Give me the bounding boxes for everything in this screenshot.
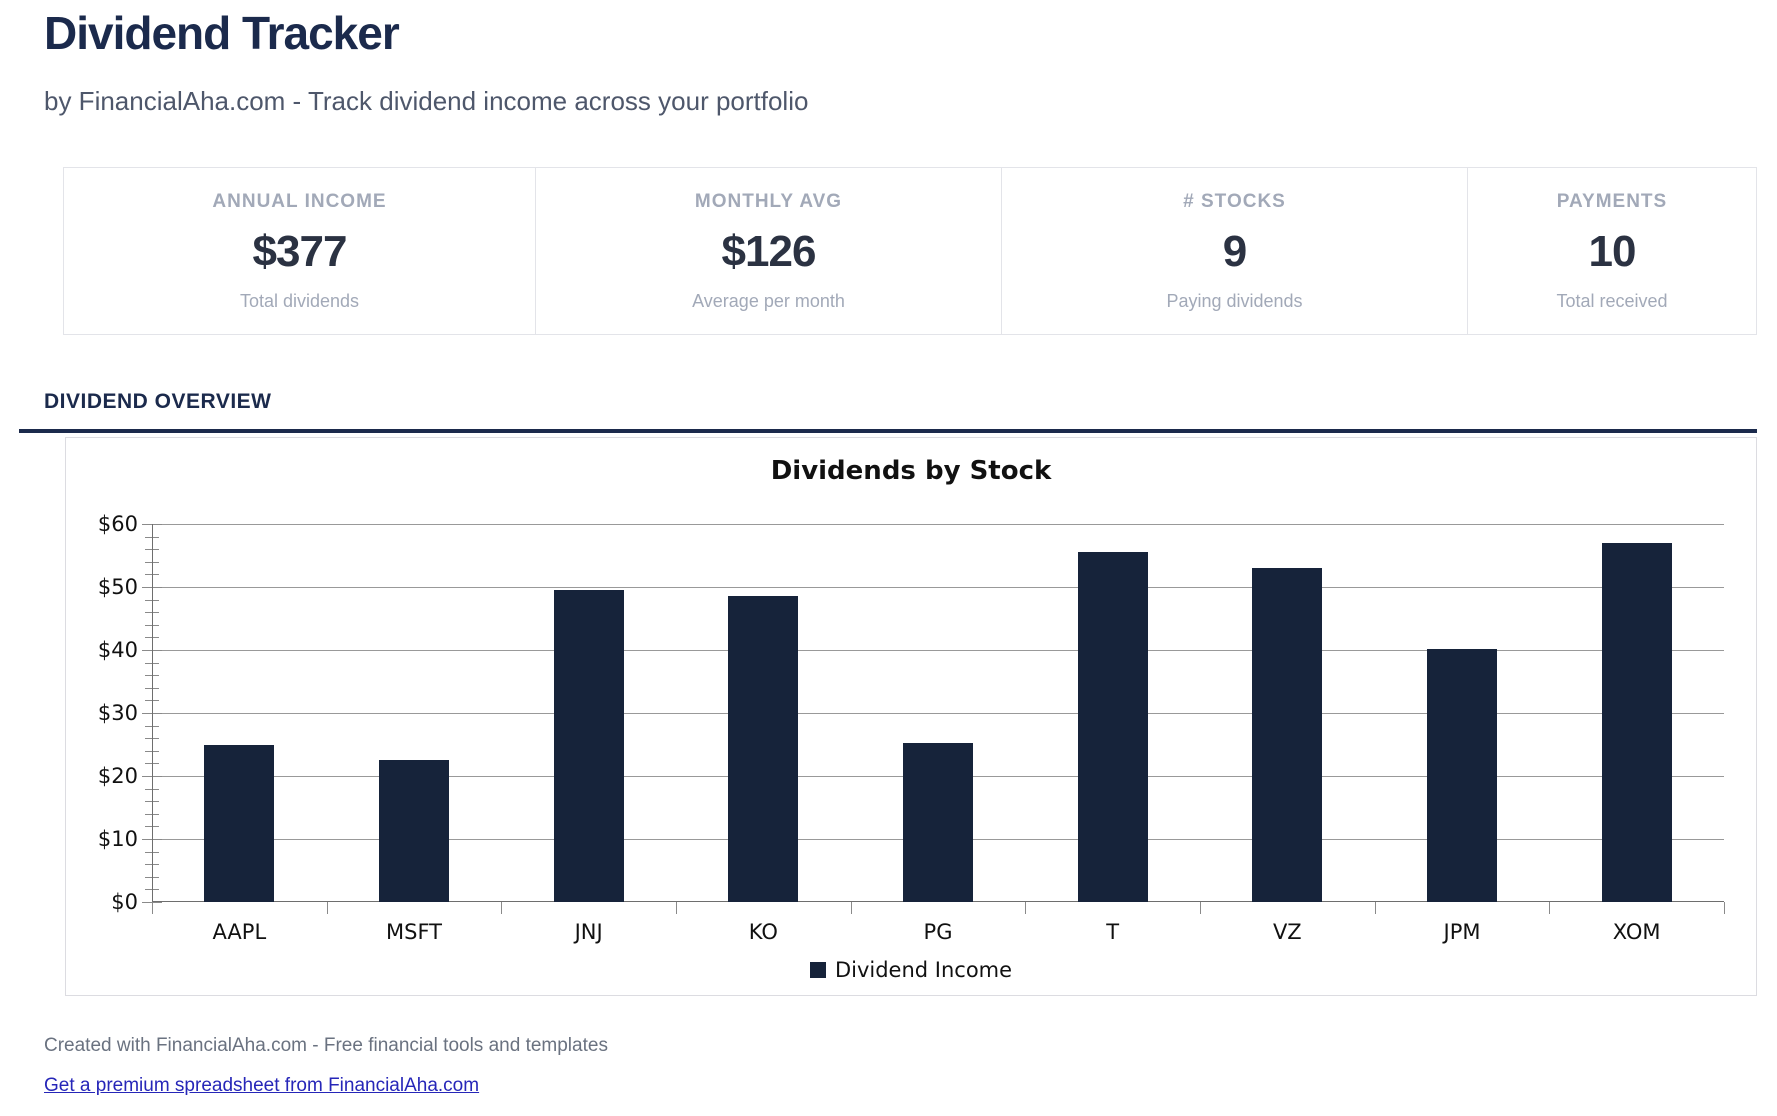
gridline <box>152 587 1724 588</box>
stat-value: 10 <box>1588 226 1637 276</box>
chart-legend: Dividend Income <box>66 958 1756 982</box>
stat-label: # STOCKS <box>1183 190 1286 212</box>
x-axis-tick <box>1724 902 1725 914</box>
bar-T <box>1077 552 1148 902</box>
y-axis-tick-label: $0 <box>111 889 138 914</box>
bar-VZ <box>1252 568 1323 902</box>
stat-subtext: Total received <box>1556 290 1668 311</box>
legend-label: Dividend Income <box>834 958 1013 982</box>
stat-card-monthly-avg: MONTHLY AVG $126 Average per month <box>535 168 1001 334</box>
x-axis-tick <box>1025 902 1027 914</box>
y-axis-tick-label: $20 <box>97 763 138 788</box>
x-axis-category-label: JNJ <box>574 920 603 944</box>
premium-spreadsheet-link[interactable]: Get a premium spreadsheet from Financial… <box>44 1075 480 1096</box>
stat-label: MONTHLY AVG <box>694 190 843 212</box>
bar-PG <box>903 743 973 902</box>
y-axis-tick-label: $50 <box>97 574 138 599</box>
stats-summary-row: ANNUAL INCOME $377 Total dividends MONTH… <box>63 167 1757 335</box>
bar-MSFT <box>379 760 449 902</box>
x-axis-tick <box>326 902 328 914</box>
x-axis-category-label: MSFT <box>386 920 442 944</box>
bar-AAPL <box>204 744 275 902</box>
y-axis-tick-label: $10 <box>97 826 138 851</box>
stat-value: 9 <box>1222 226 1248 276</box>
stat-card-payments: PAYMENTS 10 Total received <box>1467 168 1756 334</box>
x-axis-tick <box>152 902 153 914</box>
x-axis-tick <box>501 902 503 914</box>
stat-value: $377 <box>252 226 348 276</box>
page-subtitle: by FinancialAha.com - Track dividend inc… <box>44 86 809 116</box>
stat-card-num-stocks: # STOCKS 9 Paying dividends <box>1001 168 1467 334</box>
x-axis-tick <box>1374 902 1376 914</box>
section-underline <box>19 429 1757 433</box>
x-axis-category-label: JPM <box>1443 920 1481 944</box>
bar-XOM <box>1601 542 1672 902</box>
stat-value: $126 <box>721 226 817 276</box>
stat-label: PAYMENTS <box>1556 190 1668 212</box>
stat-subtext: Total dividends <box>239 290 360 311</box>
x-axis-category-label: PG <box>923 920 953 944</box>
bar-JNJ <box>553 590 624 902</box>
y-axis-tick-label: $40 <box>97 637 138 662</box>
dividend-chart: Dividends by Stock $0 $10 $20 $30 $40 $50 $60 A… <box>65 437 1757 996</box>
x-axis-category-label: KO <box>748 920 778 944</box>
stat-subtext: Paying dividends <box>1166 290 1303 311</box>
section-title-dividend-overview: DIVIDEND OVERVIEW <box>44 390 272 413</box>
x-axis-tick <box>1549 902 1551 914</box>
plot-area: $0 $10 $20 $30 $40 $50 $60 AAPL MSFT JNJ KO PG T VZ JP… <box>98 513 1725 944</box>
x-axis-tick <box>1200 902 1201 914</box>
x-axis-category-label: T <box>1106 920 1120 944</box>
chart-title: Dividends by Stock <box>770 456 1052 486</box>
bar-KO <box>728 596 799 902</box>
y-axis-tick-label: $30 <box>97 700 138 725</box>
stat-label: ANNUAL INCOME <box>212 190 387 212</box>
y-axis-line <box>152 524 153 902</box>
stat-subtext: Average per month <box>692 290 845 311</box>
y-axis-tick-label: $60 <box>97 511 138 536</box>
x-axis-category-label: VZ <box>1272 920 1302 944</box>
gridline <box>152 524 1724 525</box>
stat-card-annual-income: ANNUAL INCOME $377 Total dividends <box>64 168 535 334</box>
page-title: Dividend Tracker <box>44 7 400 59</box>
x-axis-tick <box>850 902 852 914</box>
gridline <box>152 650 1724 651</box>
footer-credit: Created with FinancialAha.com - Free fin… <box>44 1035 608 1056</box>
x-axis-category-label: AAPL <box>212 920 267 944</box>
bar-JPM <box>1427 648 1497 902</box>
gridline <box>152 713 1724 714</box>
x-axis-tick <box>676 902 677 914</box>
x-axis-category-label: XOM <box>1612 920 1661 944</box>
legend-swatch-icon <box>809 962 826 978</box>
